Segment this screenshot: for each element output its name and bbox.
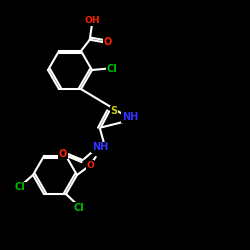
Text: O: O bbox=[59, 149, 67, 159]
Text: NH: NH bbox=[92, 142, 108, 152]
Text: Cl: Cl bbox=[15, 182, 26, 192]
Text: O: O bbox=[86, 160, 94, 170]
Text: NH: NH bbox=[122, 112, 138, 122]
Text: Cl: Cl bbox=[74, 202, 85, 212]
Text: Cl: Cl bbox=[106, 64, 117, 74]
Text: S: S bbox=[110, 106, 117, 116]
Text: O: O bbox=[104, 37, 112, 47]
Text: OH: OH bbox=[84, 16, 100, 26]
